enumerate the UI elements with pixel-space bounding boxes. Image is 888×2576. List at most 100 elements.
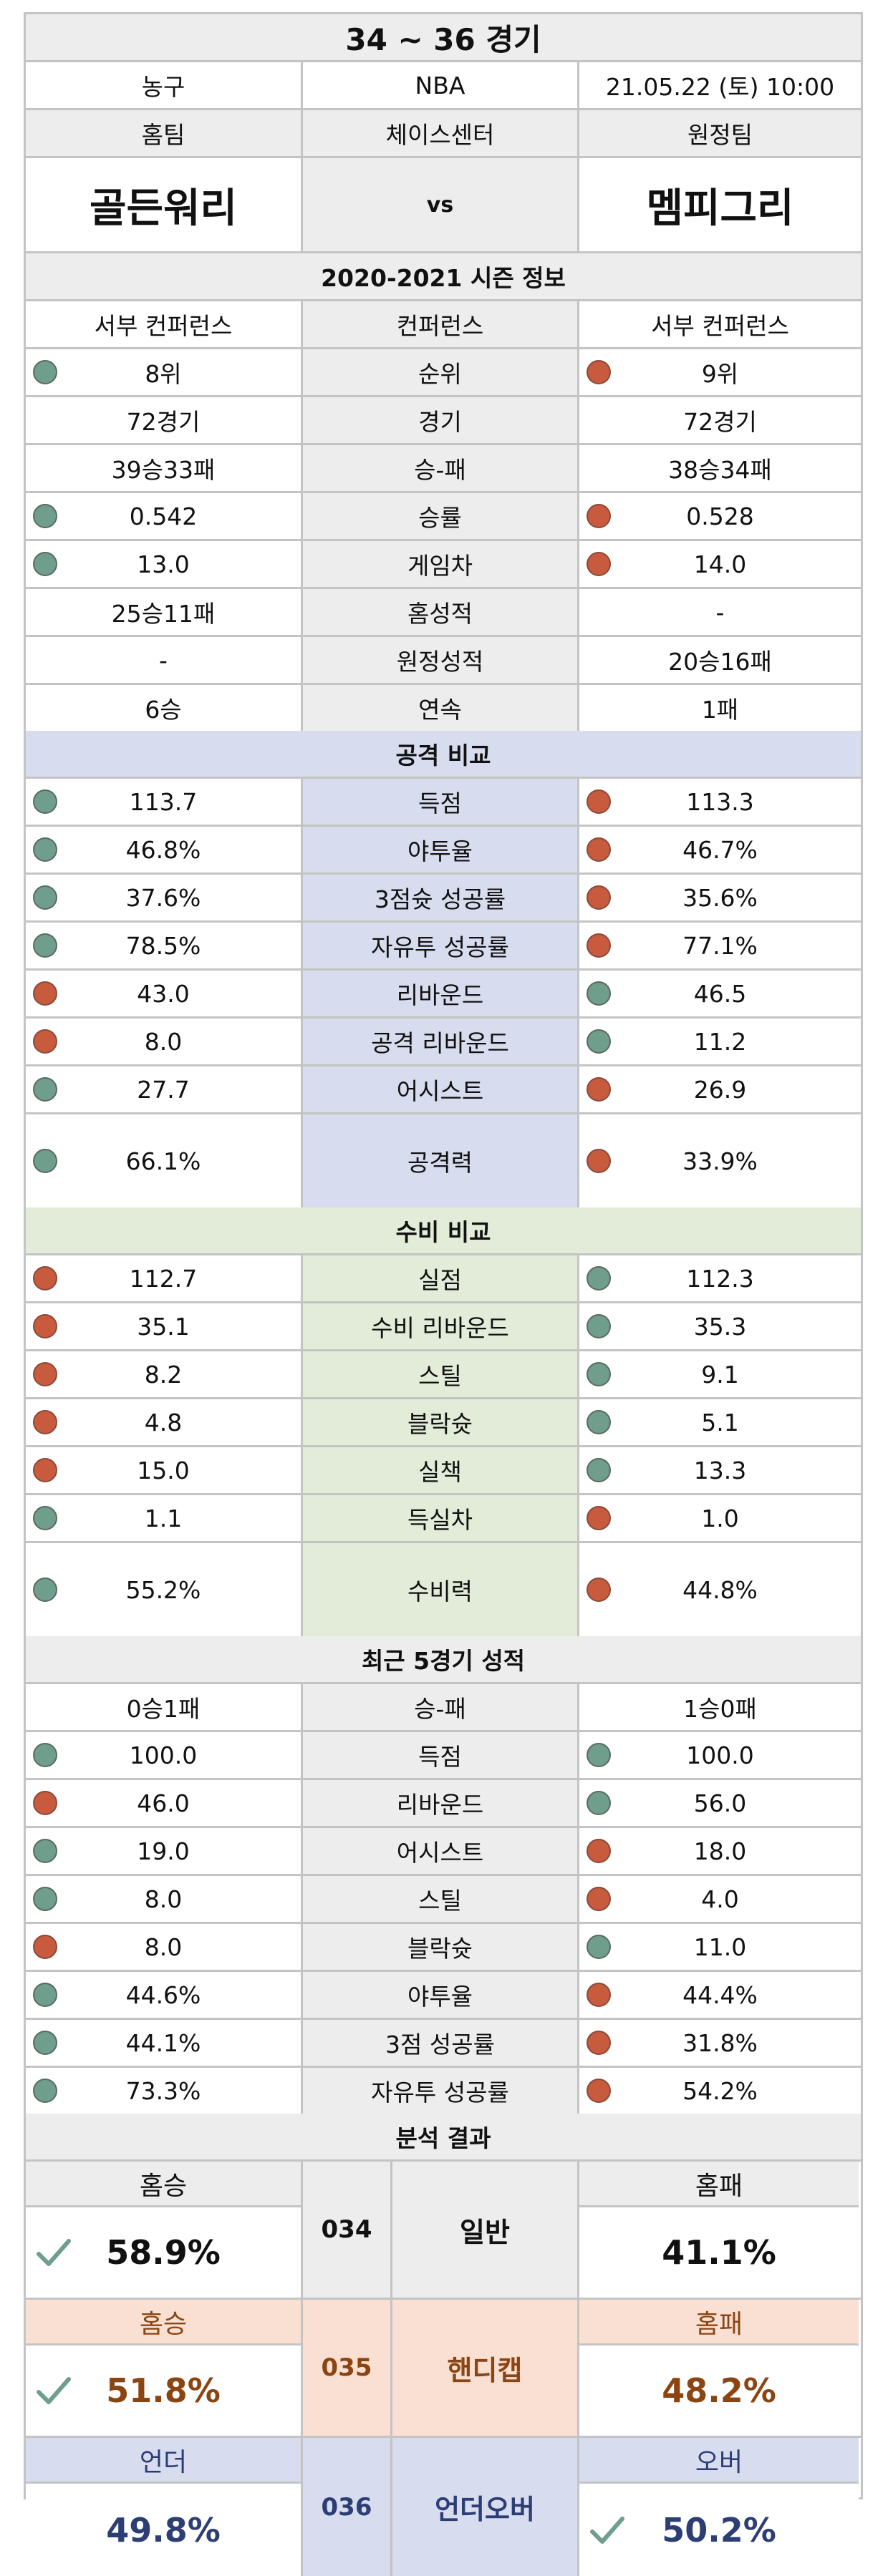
- away-value: 46.7%: [682, 835, 758, 864]
- away-value: 1승0패: [683, 1695, 757, 1723]
- stat-row: 6승 연속 1패: [26, 685, 861, 731]
- left-outcome-label: 홈승: [26, 2300, 301, 2346]
- analysis-right: 오버 50.2%: [577, 2438, 859, 2576]
- stat-label-cell: 컨퍼런스: [303, 301, 579, 347]
- vs-label: vs: [303, 158, 579, 251]
- home-value: 8위: [145, 360, 182, 388]
- left-outcome-label: 홈승: [26, 2162, 301, 2207]
- stat-label-cell: 경기: [303, 397, 579, 443]
- red-dot-icon: [33, 1029, 57, 1054]
- away-value: 1.0: [701, 1504, 739, 1532]
- stat-label-cell: 순위: [303, 349, 579, 395]
- green-dot-icon: [587, 1266, 611, 1291]
- right-outcome-value: 41.1%: [662, 2233, 776, 2272]
- stat-label-cell: 득점: [303, 779, 579, 825]
- away-value-cell: 56.0: [579, 1780, 861, 1826]
- stat-row: 15.0 실책 13.3: [26, 1447, 861, 1495]
- away-value-cell: 14.0: [579, 541, 861, 587]
- stat-row: 37.6% 3점슛 성공률 35.6%: [26, 875, 861, 923]
- home-value-cell: 13.0: [26, 541, 303, 587]
- stat-label: 원정성적: [396, 648, 484, 676]
- away-value-cell: 11.0: [579, 1924, 861, 1970]
- stat-label: 득점: [418, 789, 462, 817]
- green-dot-icon: [33, 789, 57, 814]
- home-value-cell: 1.1: [26, 1495, 303, 1541]
- home-value-cell: 4.8: [26, 1399, 303, 1445]
- home-value: 39승33패: [111, 456, 216, 484]
- home-value: 15.0: [137, 1456, 190, 1484]
- stat-label-cell: 홈성적: [303, 589, 579, 635]
- stat-label: 경기: [418, 408, 462, 436]
- stat-row: 0.542 승률 0.528: [26, 493, 861, 541]
- red-dot-icon: [587, 2079, 611, 2103]
- home-value: 27.7: [137, 1075, 190, 1104]
- away-value: 100.0: [686, 1741, 754, 1769]
- season-section-header: 2020-2021 시즌 정보: [26, 253, 861, 301]
- home-value-cell: 27.7: [26, 1066, 303, 1112]
- away-value-cell: 4.0: [579, 1876, 861, 1922]
- away-value: 38승34패: [668, 456, 772, 484]
- bet-type: 언더오버: [392, 2438, 577, 2576]
- right-outcome-value: 48.2%: [662, 2371, 776, 2410]
- left-outcome-value: 49.8%: [106, 2510, 221, 2550]
- left-outcome-value-cell: 58.9%: [26, 2207, 301, 2298]
- checkmark-icon: [37, 2377, 71, 2404]
- stat-label: 득점: [418, 1743, 462, 1771]
- analysis-title: 분석 결과: [26, 2114, 861, 2159]
- left-outcome-value: 58.9%: [106, 2233, 221, 2272]
- away-team: 멤피그리: [646, 185, 794, 232]
- away-value: 20승16패: [668, 648, 772, 676]
- home-value-cell: 44.1%: [26, 2020, 303, 2066]
- stat-label: 스틸: [418, 1887, 462, 1915]
- away-value: 33.9%: [682, 1147, 758, 1175]
- away-value: -: [715, 598, 725, 626]
- stat-label: 자유투 성공률: [371, 2079, 509, 2106]
- analysis-right: 홈패 48.2%: [577, 2300, 859, 2436]
- stat-row: 78.5% 자유투 성공률 77.1%: [26, 923, 861, 971]
- stat-label-cell: 승률: [303, 493, 579, 539]
- away-value: 113.3: [686, 787, 754, 816]
- away-value-cell: 112.3: [579, 1255, 861, 1301]
- away-value: 5.1: [701, 1408, 739, 1437]
- home-value-cell: 8.2: [26, 1351, 303, 1397]
- left-outcome-value-cell: 51.8%: [26, 2346, 301, 2436]
- away-value: 77.1%: [682, 931, 758, 960]
- home-value: 66.1%: [125, 1147, 201, 1175]
- home-value-cell: 72경기: [26, 397, 303, 443]
- red-dot-icon: [587, 1506, 611, 1530]
- away-value: 112.3: [686, 1264, 754, 1293]
- home-value: 8.0: [144, 1885, 183, 1913]
- red-dot-icon: [587, 1077, 611, 1102]
- away-value-cell: 5.1: [579, 1399, 861, 1445]
- stat-label: 승률: [418, 504, 462, 532]
- home-value-cell: 44.6%: [26, 1972, 303, 2018]
- stat-row: 1.1 득실차 1.0: [26, 1495, 861, 1543]
- stat-label-cell: 득점: [303, 1732, 579, 1778]
- stat-label: 블락슛: [407, 1935, 473, 1963]
- away-value-cell: 1패: [579, 685, 861, 731]
- right-outcome-value: 50.2%: [662, 2510, 776, 2550]
- stat-label: 3점슛 성공률: [374, 885, 506, 913]
- stat-label: 연속: [418, 696, 462, 724]
- away-value-cell: 35.6%: [579, 875, 861, 920]
- red-dot-icon: [33, 1791, 57, 1815]
- red-dot-icon: [587, 1578, 611, 1602]
- stat-label-cell: 3점 성공률: [303, 2020, 579, 2066]
- home-value: 100.0: [129, 1741, 198, 1769]
- stat-row: 112.7 실점 112.3: [26, 1255, 861, 1303]
- away-value-cell: 46.5: [579, 971, 861, 1016]
- away-value-cell: 26.9: [579, 1066, 861, 1112]
- stat-label-cell: 실책: [303, 1447, 579, 1493]
- match-datetime: 21.05.22 (토) 10:00: [605, 73, 835, 101]
- home-value: 113.7: [129, 787, 198, 816]
- attack-rows: 113.7 득점 113.3 46.8% 야투율 46.7% 37.6% 3점슛 성공률 35.…: [26, 779, 861, 1207]
- home-value: 4.8: [144, 1408, 183, 1437]
- game-code: 034: [303, 2162, 392, 2298]
- home-value-cell: 25승11패: [26, 589, 303, 635]
- green-dot-icon: [33, 552, 57, 576]
- stat-label-cell: 공격 리바운드: [303, 1019, 579, 1064]
- stat-label: 게임차: [407, 552, 473, 580]
- stat-label: 수비력: [407, 1578, 473, 1605]
- away-value-cell: 13.3: [579, 1447, 861, 1493]
- stat-label-cell: 리바운드: [303, 1780, 579, 1826]
